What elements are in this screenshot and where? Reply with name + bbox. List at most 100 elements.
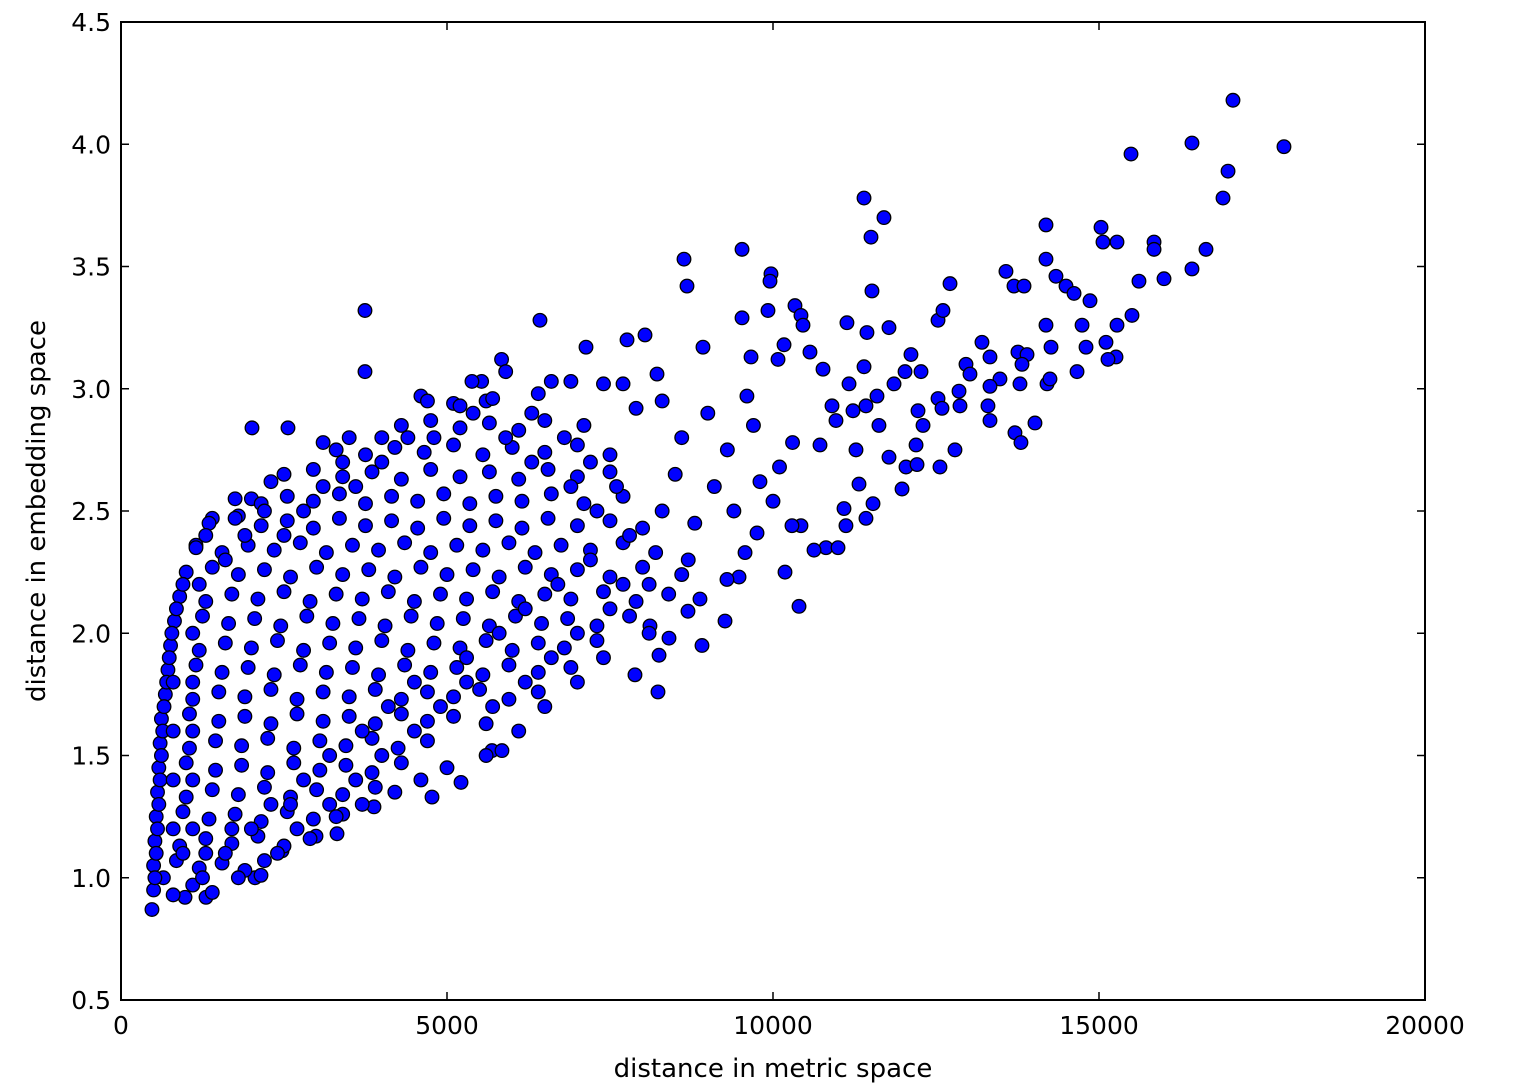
data-point	[475, 667, 491, 683]
data-point	[400, 642, 416, 658]
y-tick-label: 3.0	[71, 375, 111, 404]
data-point	[403, 608, 419, 624]
data-point	[1215, 190, 1231, 206]
data-point	[731, 569, 747, 585]
data-point	[543, 486, 559, 502]
data-point	[165, 674, 181, 690]
data-point	[582, 454, 598, 470]
data-point	[198, 594, 214, 609]
data-point	[856, 359, 872, 375]
data-point	[397, 657, 413, 673]
data-point	[354, 723, 370, 739]
data-point	[227, 491, 243, 507]
data-point	[485, 584, 501, 600]
data-point	[1156, 271, 1172, 287]
data-point	[182, 706, 197, 722]
data-point	[871, 417, 887, 433]
data-point	[650, 684, 666, 700]
data-point	[478, 633, 494, 649]
data-point	[894, 481, 910, 497]
data-point	[165, 723, 181, 739]
data-point	[161, 650, 177, 666]
data-point	[494, 351, 510, 367]
data-point	[165, 772, 181, 788]
data-point	[266, 667, 282, 683]
data-point	[263, 474, 279, 490]
data-point	[1014, 356, 1030, 372]
data-point	[1093, 219, 1109, 235]
data-point	[1100, 351, 1116, 367]
data-point	[329, 826, 345, 842]
data-point	[449, 660, 465, 675]
data-point	[165, 887, 181, 903]
data-point	[615, 576, 631, 592]
data-point	[543, 373, 559, 389]
data-point	[230, 567, 246, 583]
data-point	[147, 870, 163, 886]
data-point	[737, 545, 753, 561]
data-point	[569, 562, 585, 578]
data-point	[622, 528, 638, 543]
data-point	[1109, 234, 1125, 250]
data-point	[387, 784, 403, 800]
data-point	[1131, 273, 1147, 289]
data-point	[148, 809, 164, 825]
data-point	[481, 464, 497, 480]
data-point	[886, 376, 902, 392]
data-point	[540, 461, 556, 477]
data-point	[537, 444, 553, 460]
data-point	[374, 748, 390, 763]
data-point	[465, 405, 481, 421]
data-point	[152, 735, 168, 751]
data-point	[240, 660, 256, 675]
data-point	[185, 821, 201, 837]
data-point	[283, 796, 298, 812]
data-point	[305, 493, 321, 509]
data-point	[341, 689, 357, 705]
data-point	[504, 642, 520, 658]
data-point	[374, 633, 390, 649]
data-point	[217, 845, 233, 861]
data-point	[198, 528, 214, 543]
data-point	[481, 618, 497, 634]
data-point	[195, 608, 210, 624]
data-point	[569, 674, 585, 690]
data-point	[556, 640, 572, 656]
data-point	[400, 430, 416, 446]
data-point	[903, 347, 919, 362]
data-point	[1042, 371, 1058, 387]
data-point	[560, 611, 576, 627]
data-point	[289, 821, 305, 837]
data-point	[150, 784, 165, 800]
data-point	[511, 723, 527, 739]
data-point	[315, 713, 331, 729]
data-point	[569, 625, 585, 641]
data-point	[243, 821, 259, 837]
data-point	[151, 796, 167, 812]
data-point	[185, 877, 201, 893]
data-point	[530, 684, 546, 700]
data-point	[348, 479, 364, 495]
data-point	[836, 501, 852, 517]
data-point	[354, 591, 370, 607]
data-point	[364, 464, 380, 480]
data-point	[234, 738, 250, 754]
data-point	[876, 210, 892, 226]
data-point	[446, 708, 461, 724]
data-point	[514, 520, 530, 536]
data-point	[227, 806, 243, 822]
data-point	[749, 525, 765, 541]
data-point	[348, 640, 364, 656]
data-point	[745, 417, 761, 433]
data-point	[185, 723, 201, 739]
data-point	[1109, 317, 1125, 333]
data-point	[951, 383, 967, 399]
data-point	[1146, 241, 1162, 257]
data-point	[318, 545, 334, 561]
data-point	[177, 889, 193, 905]
data-point	[188, 540, 204, 556]
data-point	[247, 611, 263, 627]
data-point	[734, 241, 750, 257]
data-point	[221, 616, 237, 631]
data-point	[237, 708, 253, 724]
